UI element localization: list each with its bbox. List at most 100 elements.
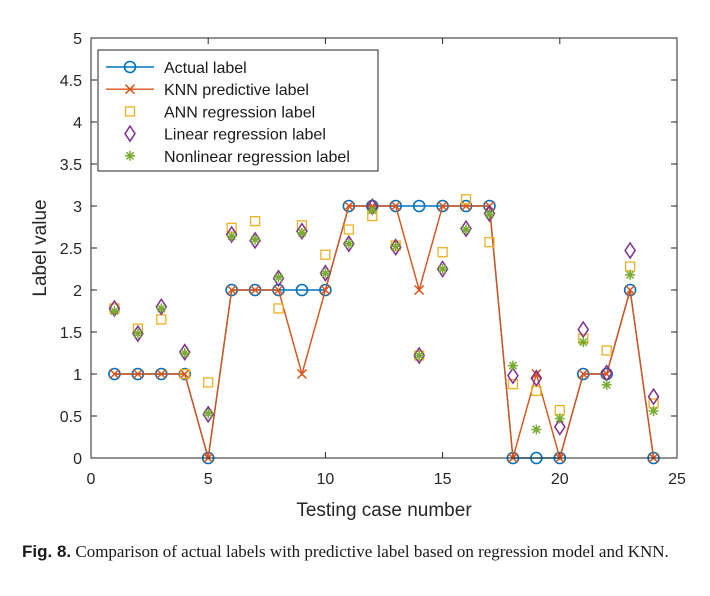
y-tick-label: 1.5 (60, 325, 82, 342)
data-point (554, 413, 565, 424)
data-point (226, 284, 237, 296)
data-point (507, 360, 518, 371)
data-point (343, 238, 354, 249)
y-tick-label: 3 (73, 199, 82, 216)
y-tick-label: 4 (73, 115, 82, 132)
legend: Actual label KNN predictive label ANN regr… (97, 49, 379, 172)
y-tick-label: 1 (73, 367, 82, 384)
data-point (156, 368, 167, 380)
legend-entry: ANN regression label (164, 104, 315, 121)
data-point (601, 345, 612, 356)
data-point (225, 225, 238, 244)
data-point (578, 368, 589, 380)
data-point (273, 303, 284, 314)
data-point (179, 368, 190, 380)
data-point (132, 368, 143, 380)
data-point (647, 387, 660, 406)
y-tick-label: 0 (73, 451, 82, 468)
data-point (507, 378, 519, 390)
x-tick-label: 5 (204, 471, 213, 488)
data-point (484, 209, 495, 220)
legend-entry: Nonlinear regression label (164, 149, 350, 166)
y-axis-label: Label value (30, 199, 51, 296)
data-point (156, 303, 167, 314)
data-point (414, 350, 425, 361)
data-point (273, 272, 284, 283)
data-point (412, 199, 426, 213)
data-point (273, 284, 284, 296)
data-point (390, 241, 401, 252)
legend-marker (125, 150, 135, 161)
data-point (179, 368, 190, 380)
data-point (484, 236, 495, 248)
data-point (648, 405, 659, 416)
series-asterisk (109, 205, 659, 435)
data-point (319, 283, 332, 297)
data-point (226, 231, 237, 242)
data-point (132, 328, 143, 339)
x-tick-label: 25 (668, 471, 686, 488)
data-point (295, 283, 309, 297)
data-point (623, 283, 637, 297)
data-point (320, 284, 331, 296)
data-point (272, 269, 285, 288)
data-point (109, 368, 120, 380)
legend-entry: Actual label (164, 60, 247, 77)
x-tick-label: 10 (317, 471, 335, 488)
data-point (109, 306, 120, 316)
chart: 0 5 10 15 20 25 0 0.5 1 1.5 2 2.5 3 3.5 4 4.5 5 Testing … (30, 31, 686, 521)
data-point (367, 205, 378, 216)
data-point (389, 238, 402, 257)
x-axis-label: Testing case number (296, 500, 472, 521)
data-point (530, 369, 543, 388)
series-line (114, 205, 655, 461)
figure-caption-label: Fig. 8. (22, 542, 72, 561)
data-point (461, 224, 472, 235)
axis-ticks: 0 5 10 15 20 25 0 0.5 1 1.5 2 2.5 3 3.5 4 4.5 5 (60, 31, 686, 488)
data-point (625, 269, 636, 280)
data-point (625, 284, 636, 296)
data-point (390, 200, 401, 212)
data-point (437, 200, 448, 212)
figure-caption: Fig. 8. Comparison of actual labels with… (22, 540, 690, 564)
data-point (553, 418, 566, 436)
data-point (155, 297, 168, 316)
legend-entry: Linear regression label (164, 127, 326, 144)
y-tick-label: 2.5 (60, 241, 82, 258)
data-point (437, 247, 448, 258)
x-tick-label: 20 (551, 471, 569, 488)
legend-entry: KNN predictive label (164, 82, 309, 99)
data-point (320, 268, 331, 279)
figure-caption-text: Comparison of actual labels with predict… (71, 542, 669, 561)
data-point (249, 231, 261, 250)
data-point (601, 379, 612, 390)
plot-frame (90, 37, 678, 459)
legend-marker (124, 124, 136, 143)
data-point (296, 368, 307, 380)
x-tick-label: 15 (434, 471, 452, 488)
data-point (461, 200, 472, 212)
legend-marker (123, 60, 137, 74)
data-point (203, 377, 214, 388)
y-tick-label: 2 (73, 283, 82, 300)
data-point (624, 241, 637, 260)
data-point (507, 366, 519, 385)
y-tick-label: 5 (73, 31, 82, 48)
data-point (414, 284, 425, 296)
y-tick-label: 0.5 (60, 409, 82, 426)
data-point (343, 224, 354, 235)
y-tick-label: 4.5 (60, 73, 82, 90)
data-point (249, 215, 261, 227)
legend-box (97, 49, 379, 172)
data-point (437, 264, 448, 274)
data-point (578, 337, 589, 348)
data-point (296, 222, 308, 241)
data-point (460, 194, 472, 205)
data-point (343, 200, 354, 212)
data-point (250, 234, 261, 245)
data-point (179, 348, 190, 358)
data-point (531, 424, 542, 435)
legend-marker (124, 106, 136, 117)
data-point (250, 284, 261, 296)
data-point (203, 408, 214, 419)
